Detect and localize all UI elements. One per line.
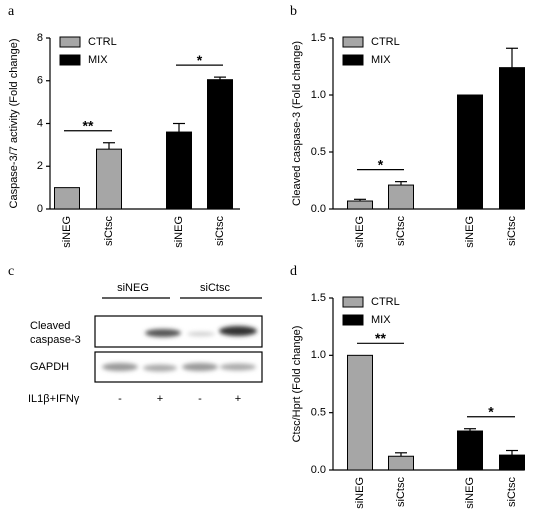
bar [457, 94, 483, 210]
bar [166, 131, 192, 210]
bar [388, 455, 414, 471]
panel-label: d [290, 264, 297, 279]
legend-swatch [59, 36, 81, 48]
legend-swatch [342, 36, 364, 48]
band [182, 363, 218, 371]
legend-label: MIX [88, 54, 108, 66]
x-tick-label: siNEG [173, 216, 185, 248]
bar [388, 184, 414, 210]
bar [96, 148, 122, 210]
y-axis-label: Ctsc/Hprt (Fold change) [291, 326, 303, 443]
lane-label: - [118, 393, 122, 405]
lane-label: + [157, 393, 163, 405]
row-label: Cleaved [30, 320, 70, 332]
legend-label: MIX [371, 314, 391, 326]
y-tick-label: 0.0 [311, 464, 326, 476]
significance-label: * [378, 156, 384, 172]
x-tick-label: siNEG [61, 216, 73, 248]
row-label: caspase-3 [30, 334, 81, 346]
y-tick-label: 1.5 [311, 292, 326, 304]
band [145, 329, 181, 337]
significance-label: * [488, 403, 494, 419]
bar [54, 187, 80, 210]
x-tick-label: siCtsc [506, 216, 518, 246]
legend-swatch [342, 296, 364, 308]
band [143, 364, 177, 372]
treatment-label: IL1β+IFNγ [28, 393, 80, 405]
y-tick-label: 8 [37, 32, 43, 44]
legend-label: CTRL [88, 36, 117, 48]
bar [347, 354, 373, 471]
band [102, 363, 138, 371]
y-tick-label: 1.0 [311, 349, 326, 361]
significance-label: * [197, 52, 203, 68]
y-axis-label: Caspase-3/7 activity (Fold change) [8, 39, 20, 209]
lane-label: + [235, 393, 241, 405]
legend-swatch [342, 54, 364, 66]
band [220, 363, 256, 371]
band [187, 332, 215, 336]
y-tick-label: 0.0 [311, 203, 326, 215]
y-tick-label: 6 [37, 75, 43, 87]
lane-label: - [198, 393, 202, 405]
y-tick-label: 1.0 [311, 89, 326, 101]
legend-swatch [59, 54, 81, 66]
x-tick-label: siNEG [464, 216, 476, 248]
bands [102, 326, 257, 372]
legend-swatch [342, 314, 364, 326]
bar [457, 430, 483, 471]
y-tick-label: 4 [37, 117, 43, 129]
panel-label: b [290, 4, 297, 19]
x-tick-label: siCtsc [395, 477, 407, 507]
significance-label: ** [375, 330, 386, 346]
y-tick-label: 0 [37, 203, 43, 215]
bar [499, 454, 525, 471]
x-tick-label: siCtsc [395, 216, 407, 246]
panel-label: a [8, 4, 15, 19]
row-label: GAPDH [30, 361, 69, 373]
band [219, 326, 257, 336]
x-tick-label: siNEG [354, 477, 366, 509]
bar [347, 200, 373, 210]
y-axis-label: Cleaved caspase-3 (Fold change) [291, 41, 303, 206]
x-tick-label: siCtsc [506, 477, 518, 507]
significance-label: ** [83, 117, 94, 133]
bar [207, 79, 233, 210]
bar [499, 67, 525, 210]
x-tick-label: siCtsc [103, 216, 115, 246]
x-tick-label: siNEG [464, 477, 476, 509]
group-label: siCtsc [200, 282, 230, 294]
y-tick-label: 0.5 [311, 407, 326, 419]
group-label: siNEG [117, 282, 149, 294]
y-tick-label: 0.5 [311, 146, 326, 158]
x-tick-label: siNEG [354, 216, 366, 248]
x-tick-label: siCtsc [214, 216, 226, 246]
legend-label: CTRL [371, 296, 400, 308]
y-tick-label: 1.5 [311, 32, 326, 44]
panel-label: c [8, 264, 14, 279]
legend-label: CTRL [371, 36, 400, 48]
legend-label: MIX [371, 54, 391, 66]
y-tick-label: 2 [37, 160, 43, 172]
